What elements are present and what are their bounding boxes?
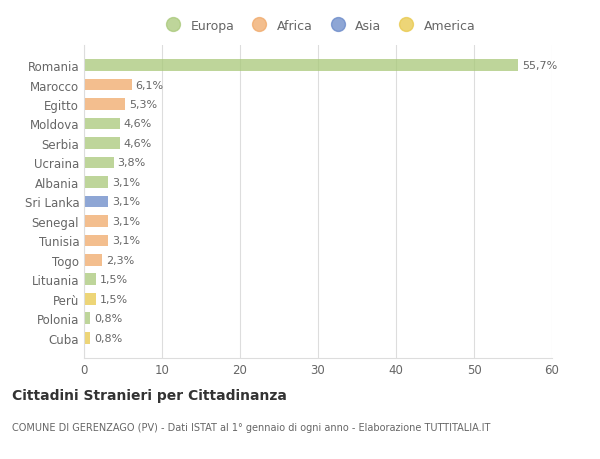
Text: 3,8%: 3,8% [118, 158, 146, 168]
Bar [84, 177, 108, 188]
Text: 1,5%: 1,5% [100, 294, 128, 304]
Text: 4,6%: 4,6% [124, 139, 152, 149]
Text: 1,5%: 1,5% [100, 274, 128, 285]
Text: 3,1%: 3,1% [112, 197, 140, 207]
Bar [84, 235, 108, 246]
Text: COMUNE DI GERENZAGO (PV) - Dati ISTAT al 1° gennaio di ogni anno - Elaborazione : COMUNE DI GERENZAGO (PV) - Dati ISTAT al… [12, 422, 490, 432]
Bar [84, 157, 113, 169]
Bar [84, 313, 90, 325]
Text: 5,3%: 5,3% [129, 100, 157, 110]
Text: 0,8%: 0,8% [94, 313, 122, 324]
Bar [84, 196, 108, 208]
Text: Cittadini Stranieri per Cittadinanza: Cittadini Stranieri per Cittadinanza [12, 388, 287, 402]
Text: 0,8%: 0,8% [94, 333, 122, 343]
Bar [84, 60, 518, 72]
Bar [84, 254, 102, 266]
Bar [84, 79, 131, 91]
Bar [84, 216, 108, 227]
Bar [84, 293, 96, 305]
Text: 55,7%: 55,7% [523, 61, 557, 71]
Bar [84, 99, 125, 111]
Text: 2,3%: 2,3% [106, 255, 134, 265]
Text: 4,6%: 4,6% [124, 119, 152, 129]
Bar [84, 274, 96, 285]
Text: 3,1%: 3,1% [112, 216, 140, 226]
Text: 3,1%: 3,1% [112, 236, 140, 246]
Bar [84, 118, 120, 130]
Text: 3,1%: 3,1% [112, 178, 140, 188]
Bar [84, 138, 120, 150]
Text: 6,1%: 6,1% [136, 80, 164, 90]
Legend: Europa, Africa, Asia, America: Europa, Africa, Asia, America [155, 15, 481, 38]
Bar [84, 332, 90, 344]
